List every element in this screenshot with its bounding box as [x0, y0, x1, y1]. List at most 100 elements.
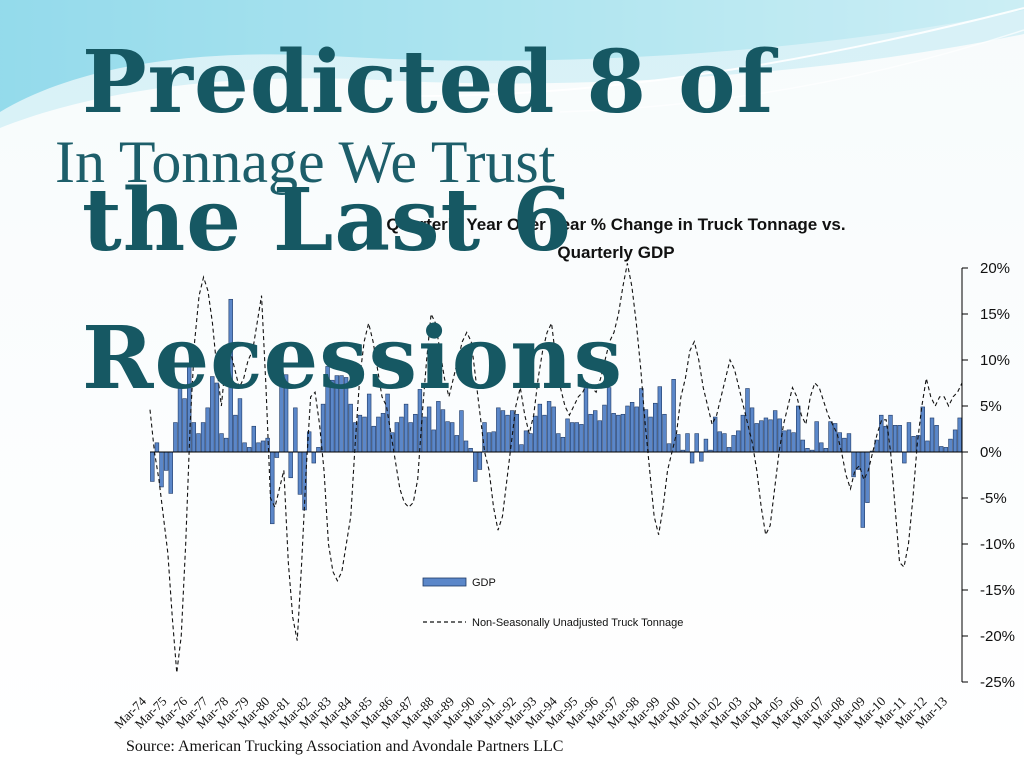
overlay-title: Predicted 8 of the Last 6 Recessions	[82, 32, 775, 409]
gdp-bar	[925, 440, 930, 453]
header-wave-line	[419, 7, 1024, 97]
legend-swatch-gdp	[422, 577, 467, 587]
gdp-bar	[196, 433, 201, 453]
gdp-bar	[819, 442, 824, 453]
gdp-bar	[685, 433, 690, 453]
gdp-bars	[150, 298, 962, 528]
gdp-bar	[906, 422, 912, 453]
gdp-bar	[163, 451, 169, 471]
gdp-bar	[703, 438, 709, 453]
legend-label-tonnage: Non-Seasonally Unadjusted Truck Tonnage	[472, 617, 683, 629]
gdp-bar	[556, 433, 561, 453]
chart-title-line-1: Quarterly Year Over Year % Change in Tru…	[386, 215, 845, 234]
gdp-bar	[883, 425, 889, 453]
gdp-bar	[717, 431, 722, 453]
y-tick-label: -20%	[980, 628, 1015, 645]
gdp-bar	[311, 451, 316, 464]
y-tick-label: 0%	[980, 444, 1002, 461]
gdp-bar	[897, 425, 902, 453]
gdp-bar	[454, 435, 460, 453]
source-note: Source: American Trucking Association an…	[126, 738, 564, 755]
gdp-bar	[473, 451, 478, 482]
gdp-bar	[477, 451, 483, 470]
gdp-bar	[805, 448, 810, 453]
gdp-bar	[736, 430, 741, 453]
legend-label-gdp: GDP	[472, 577, 496, 589]
gdp-bar	[223, 437, 229, 453]
gdp-bar	[860, 451, 865, 528]
gdp-bar	[519, 444, 524, 453]
y-tick-label: -5%	[980, 490, 1007, 507]
gdp-bar	[791, 432, 796, 453]
gdp-bar	[579, 424, 584, 453]
gdp-bar	[943, 447, 949, 453]
gdp-bar	[865, 451, 870, 503]
gdp-bar	[694, 433, 699, 453]
gdp-bar	[902, 451, 907, 464]
gdp-bar	[491, 431, 496, 453]
gdp-bar	[486, 432, 492, 453]
gdp-bar	[242, 442, 247, 453]
header-wave-line-2	[559, 29, 1024, 113]
gdp-bar	[892, 425, 898, 453]
gdp-bar	[523, 430, 529, 453]
tonnage-series-line	[149, 263, 963, 673]
gdp-bar	[560, 436, 566, 453]
gdp-bar	[920, 406, 925, 453]
header-wave-light	[0, 0, 1024, 128]
gdp-bar	[722, 433, 727, 453]
gdp-bar	[929, 417, 935, 453]
gdp-bar	[939, 446, 944, 453]
gdp-bar	[371, 425, 376, 453]
gdp-bar	[150, 451, 155, 482]
gdp-bar	[463, 440, 469, 453]
y-tick-label: -15%	[980, 582, 1015, 599]
gdp-bar	[689, 451, 695, 464]
slide-title: In Tonnage We Trust	[55, 129, 556, 195]
gdp-bar	[911, 436, 916, 453]
gdp-bar	[952, 429, 958, 453]
gdp-bar	[846, 433, 852, 453]
chart-title-line-2: Quarterly GDP	[557, 243, 674, 262]
gdp-bar	[247, 447, 252, 453]
gdp-bar	[316, 447, 321, 453]
gdp-bar	[159, 451, 164, 488]
gdp-bar	[888, 414, 893, 453]
gdp-bar	[297, 451, 303, 495]
y-tick-label: 20%	[980, 260, 1010, 277]
gdp-bar	[468, 448, 473, 453]
y-axis: 20% 15% 10% 5% 0% -5% -10% -15% -20% -25%	[961, 260, 1015, 691]
gdp-bar	[823, 448, 829, 453]
tonnage-line-layer	[149, 263, 963, 673]
gdp-bar	[957, 417, 962, 453]
gdp-bar	[666, 443, 672, 453]
legend: GDP Non-Seasonally Unadjusted Truck Tonn…	[422, 577, 683, 629]
gdp-bar	[786, 429, 792, 453]
gdp-bar	[274, 451, 280, 458]
gdp-bar	[256, 442, 261, 453]
gdp-bar	[288, 451, 293, 479]
gdp-bar	[731, 435, 736, 453]
gdp-bar	[934, 425, 939, 453]
x-axis: Mar-74Mar-75Mar-76Mar-77Mar-78Mar-79Mar-…	[111, 693, 950, 731]
gdp-bar	[842, 437, 847, 453]
gdp-bar	[782, 430, 787, 453]
gdp-bar	[948, 438, 953, 453]
y-tick-label: 15%	[980, 306, 1010, 323]
gdp-bar	[219, 433, 224, 453]
y-tick-label: 10%	[980, 352, 1010, 369]
gdp-bar	[270, 451, 275, 525]
y-tick-label: -10%	[980, 536, 1015, 553]
gdp-bar	[800, 439, 806, 453]
y-tick-label: -25%	[980, 674, 1015, 691]
gdp-bar	[851, 451, 856, 478]
gdp-bar	[699, 451, 704, 462]
gdp-bar	[528, 433, 533, 453]
gdp-bar	[260, 440, 266, 453]
gdp-bar	[726, 447, 732, 453]
gdp-bar	[676, 434, 681, 453]
y-tick-label: 5%	[980, 398, 1002, 415]
gdp-bar	[431, 429, 436, 453]
